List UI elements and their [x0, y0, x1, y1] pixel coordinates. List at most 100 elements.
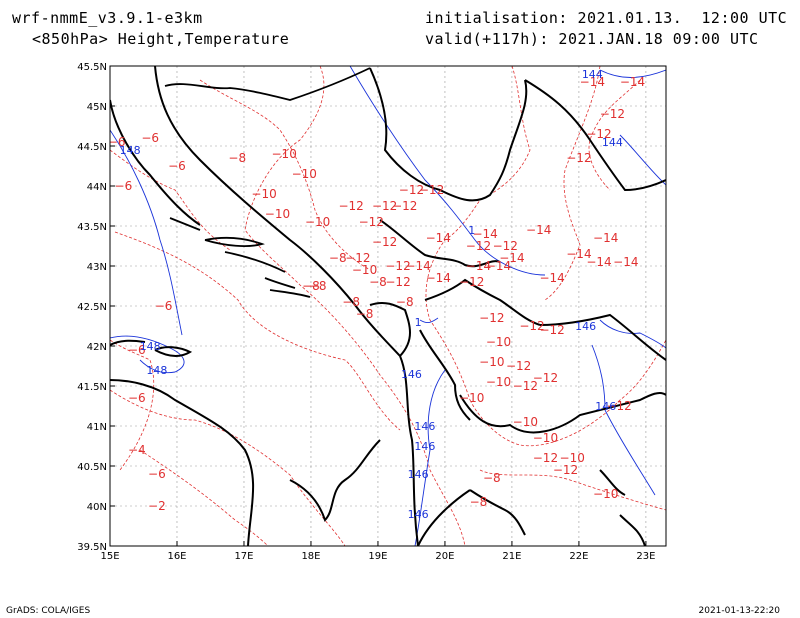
coastlines-borders: [110, 66, 666, 546]
x-tick-label: 18E: [301, 551, 320, 562]
temperature-label: −12: [345, 251, 370, 265]
temperature-label: −8: [342, 295, 360, 309]
height-contours: [110, 66, 666, 546]
temperature-label: −14: [466, 259, 491, 273]
x-tick-label: 22E: [569, 551, 588, 562]
temperature-label: −14: [486, 259, 511, 273]
temperature-label: −12: [493, 239, 518, 253]
temperature-label: −10: [272, 147, 297, 161]
lat-lon-grid: [110, 66, 666, 546]
temperature-label: −12: [392, 199, 417, 213]
y-tick-label: 42.5N: [77, 302, 107, 313]
temperature-label: −6: [128, 391, 146, 405]
temperature-label: −12: [385, 259, 410, 273]
height-contour: [349, 66, 546, 276]
height-label: 144: [582, 68, 603, 81]
temperature-label: −4: [128, 443, 146, 457]
field-title: <850hPa> Height,Temperature: [32, 30, 290, 48]
coastline: [110, 339, 146, 346]
island: [224, 251, 286, 273]
temperature-label: −12: [513, 379, 538, 393]
coastline: [417, 489, 471, 546]
temperature-label: −12: [479, 311, 504, 325]
temperature-label: −8: [309, 279, 327, 293]
temperature-label: −10: [292, 167, 317, 181]
coastline: [110, 99, 201, 226]
border: [539, 313, 666, 361]
x-tick-label: 19E: [368, 551, 387, 562]
height-contour: [599, 69, 666, 78]
temperature-label: −10: [352, 263, 377, 277]
border: [459, 391, 666, 434]
temperature-contour: [114, 231, 401, 431]
coastline: [289, 439, 381, 522]
temperature-label: −12: [566, 151, 591, 165]
temperature-label: −12: [606, 399, 631, 413]
height-contour: [599, 319, 666, 349]
height-labels: 148 148 148 146 146 146 146 146 146 146 144 144 1 1: [120, 68, 623, 521]
y-tick-label: 40.5N: [77, 462, 107, 473]
temperature-contour: [544, 66, 601, 301]
temperature-label: −8: [329, 251, 347, 265]
coastline: [154, 346, 193, 357]
temperature-label: −12: [553, 463, 578, 477]
temperature-label: −12: [419, 183, 444, 197]
temperature-contour: [588, 79, 641, 191]
border: [424, 278, 541, 326]
height-contour: [419, 317, 439, 324]
temperature-label: −8: [356, 307, 374, 321]
x-tick-label: 20E: [435, 551, 454, 562]
island: [264, 277, 296, 289]
valid-time: valid(+117h): 2021.JAN.18 09:00 UTC: [425, 30, 759, 48]
border: [379, 219, 501, 268]
temperature-label: −14: [586, 255, 611, 269]
temperature-label: −6: [155, 299, 173, 313]
temperature-contour: [479, 469, 666, 511]
border: [469, 489, 526, 536]
temperature-label: −12: [399, 183, 424, 197]
temperature-label: −10: [265, 207, 290, 221]
coastline: [154, 66, 401, 357]
island: [204, 237, 265, 247]
temperature-label: −14: [613, 255, 638, 269]
temperature-label: −14: [472, 227, 497, 241]
temperature-label: −14: [539, 271, 564, 285]
height-label: 146: [414, 440, 435, 453]
temperature-label: −10: [486, 335, 511, 349]
border: [164, 67, 371, 101]
height-contour: [414, 369, 446, 546]
plot-frame: [109, 65, 667, 547]
init-time: initialisation: 2021.01.13. 12:00 UTC: [425, 9, 788, 27]
border: [619, 514, 646, 546]
temperature-contour: [110, 339, 155, 471]
temperature-label: −6: [115, 179, 133, 193]
temperature-label: −12: [600, 107, 625, 121]
height-contour: [110, 129, 183, 336]
temperature-label: −8: [228, 151, 246, 165]
temperature-label: −8: [470, 495, 488, 509]
island: [269, 289, 311, 298]
height-label: 146: [408, 468, 429, 481]
x-tick-label: 23E: [636, 551, 655, 562]
footer-credit: GrADS: COLA/IGES: [6, 606, 91, 616]
x-tick-label: 16E: [167, 551, 186, 562]
height-contour: [110, 335, 185, 374]
height-contour: [591, 344, 656, 496]
height-label: 146: [595, 400, 616, 413]
y-tick-label: 42N: [87, 342, 107, 353]
temperature-label: −8: [483, 471, 501, 485]
temperature-label: −6: [128, 343, 146, 357]
temperature-contour: [244, 66, 466, 546]
temperature-label: −6: [168, 159, 186, 173]
temperature-label: −8: [369, 275, 387, 289]
x-tick-labels: 15E 16E 17E 18E 19E 20E 21E 22E 23E: [100, 541, 655, 562]
temperature-label: −12: [533, 371, 558, 385]
coastline: [110, 379, 255, 546]
temperature-label: −14: [405, 259, 430, 273]
temperature-label: −12: [506, 359, 531, 373]
temperature-label: −8: [302, 279, 320, 293]
height-label: 1: [468, 224, 475, 237]
height-label: 146: [401, 368, 422, 381]
temperature-label: −10: [593, 487, 618, 501]
